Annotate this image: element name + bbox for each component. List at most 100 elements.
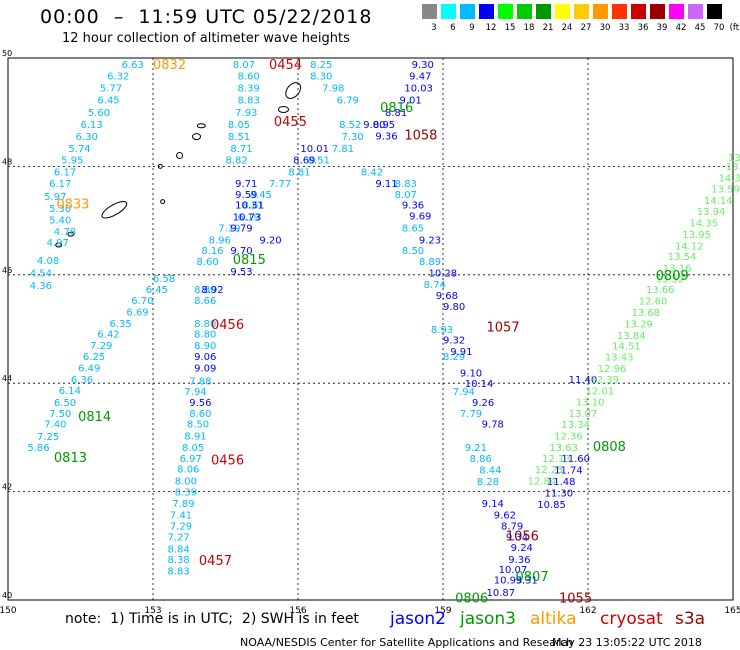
swh-value: 8.93 <box>431 325 453 336</box>
swh-value: 14.12 <box>675 241 704 252</box>
swh-value: 8.28 <box>477 477 499 488</box>
island-outline <box>196 123 206 129</box>
swh-value: 8.69 <box>293 156 315 167</box>
swh-value: 12.84 <box>528 477 557 488</box>
swh-value: 9.78 <box>482 420 504 431</box>
swh-value: 6.35 <box>110 319 132 330</box>
swh-value: 9.36 <box>402 201 424 212</box>
swh-value: 9.23 <box>419 235 441 246</box>
swh-value: 7.30 <box>342 132 364 143</box>
map-frame <box>7 57 734 601</box>
swh-value: 8.65 <box>402 223 424 234</box>
satellite-name-jason2: jason2 <box>390 609 446 629</box>
swh-value: 8.83 <box>238 96 260 107</box>
legend-swatch <box>555 4 570 19</box>
lat-tick-label: 42 <box>2 483 12 492</box>
legend-swatch <box>612 4 627 19</box>
swh-value: 14.51 <box>612 342 641 353</box>
swh-value: 6.30 <box>76 132 98 143</box>
lat-tick-label: 40 <box>2 591 12 600</box>
lon-tick-label: 150 <box>0 606 17 616</box>
swh-value: 8.61 <box>242 201 264 212</box>
pass-time-label: 0456 <box>211 454 244 469</box>
legend-label: 36 <box>637 23 649 33</box>
swh-value: 6.17 <box>49 179 71 190</box>
swh-value: 7.27 <box>168 532 190 543</box>
swh-value: 8.92 <box>201 285 223 296</box>
pass-time-label: 0808 <box>593 440 626 455</box>
swh-value: 9.11 <box>375 179 397 190</box>
swh-value: 4.08 <box>37 256 59 267</box>
swh-value: 7.19 <box>218 223 240 234</box>
swh-value: 12.25 <box>535 465 564 476</box>
pass-time-label: 1058 <box>404 128 437 143</box>
legend-swatch <box>536 4 551 19</box>
swh-value: 11.30 <box>545 488 574 499</box>
swh-value: 9.69 <box>409 212 431 223</box>
legend-swatch <box>460 4 475 19</box>
island-outline <box>192 133 201 141</box>
pass-time-label: 0813 <box>54 451 87 466</box>
swh-value: 8.39 <box>238 84 260 95</box>
swh-value: 13.10 <box>576 397 605 408</box>
legend-label: 30 <box>599 23 611 33</box>
swh-value: 10.87 <box>487 588 516 599</box>
swh-value: 8.00 <box>175 477 197 488</box>
pass-time-label: 0807 <box>516 570 549 585</box>
pass-time-label: 0455 <box>274 115 307 130</box>
swh-value: 10.07 <box>499 565 528 576</box>
legend-label: 70 <box>713 23 725 33</box>
swh-value: 9.47 <box>409 72 431 83</box>
swh-value: 7.88 <box>189 376 211 387</box>
swh-value: 7.94 <box>453 387 475 398</box>
swh-value: 8.16 <box>201 246 223 257</box>
swh-value: 8.25 <box>310 60 332 71</box>
satellite-name-jason3: jason3 <box>460 609 516 629</box>
satellite-name-cryosat: cryosat <box>600 609 663 629</box>
lat-tick-label: 44 <box>2 374 12 383</box>
swh-value: 5.97 <box>44 192 66 203</box>
swh-value: 9.20 <box>259 235 281 246</box>
swh-value: 9.36 <box>375 131 397 142</box>
swh-value: 10.14 <box>465 379 494 390</box>
satellite-name-altika: altika <box>530 609 577 629</box>
legend-label: 45 <box>694 23 706 33</box>
swh-value: 9.62 <box>494 511 516 522</box>
island-outline <box>157 163 163 169</box>
swh-value: 12.96 <box>598 364 627 375</box>
swh-value: 13.29 <box>624 319 653 330</box>
swh-value: 10.01 <box>300 144 329 155</box>
swh-value: 6.13 <box>81 120 103 131</box>
swh-value: 13.07 <box>569 409 598 420</box>
swh-value: 10.31 <box>235 201 264 212</box>
swh-value: 6.36 <box>71 375 93 386</box>
lon-tick-label: 165 <box>724 606 740 616</box>
swh-value: 9.68 <box>436 291 458 302</box>
swh-value: 8.06 <box>177 465 199 476</box>
swh-value: 5.95 <box>61 156 83 167</box>
swh-value: 8.80 <box>194 285 216 296</box>
legend-swatch <box>479 4 494 19</box>
pass-time-label: 1055 <box>559 592 592 607</box>
swh-value: 13.63 <box>549 443 578 454</box>
swh-value: 6.79 <box>337 96 359 107</box>
swh-value: 8.07 <box>395 190 417 201</box>
lat-tick-label: 46 <box>2 266 12 275</box>
satellite-name-s3a: s3a <box>675 609 706 629</box>
swh-value: 5.86 <box>27 443 49 454</box>
lon-tick-label: 159 <box>434 606 451 616</box>
swh-value: 13.43 <box>605 352 634 363</box>
swh-value: 14.14 <box>704 196 733 207</box>
swh-value: 4.36 <box>30 281 52 292</box>
swh-value: 8.82 <box>226 156 248 167</box>
swh-value: 8.07 <box>233 60 255 71</box>
swh-value: 7.41 <box>170 511 192 522</box>
swh-value: 10.95 <box>494 576 523 587</box>
swh-value: 8.29 <box>443 352 465 363</box>
swh-value: 9.80 <box>443 302 465 313</box>
swh-value: 9.71 <box>235 179 257 190</box>
swh-value: 8.91 <box>184 432 206 443</box>
swh-value: 8.60 <box>197 257 219 268</box>
swh-value: 8.96 <box>209 235 231 246</box>
swh-value: 8.80 <box>194 319 216 330</box>
